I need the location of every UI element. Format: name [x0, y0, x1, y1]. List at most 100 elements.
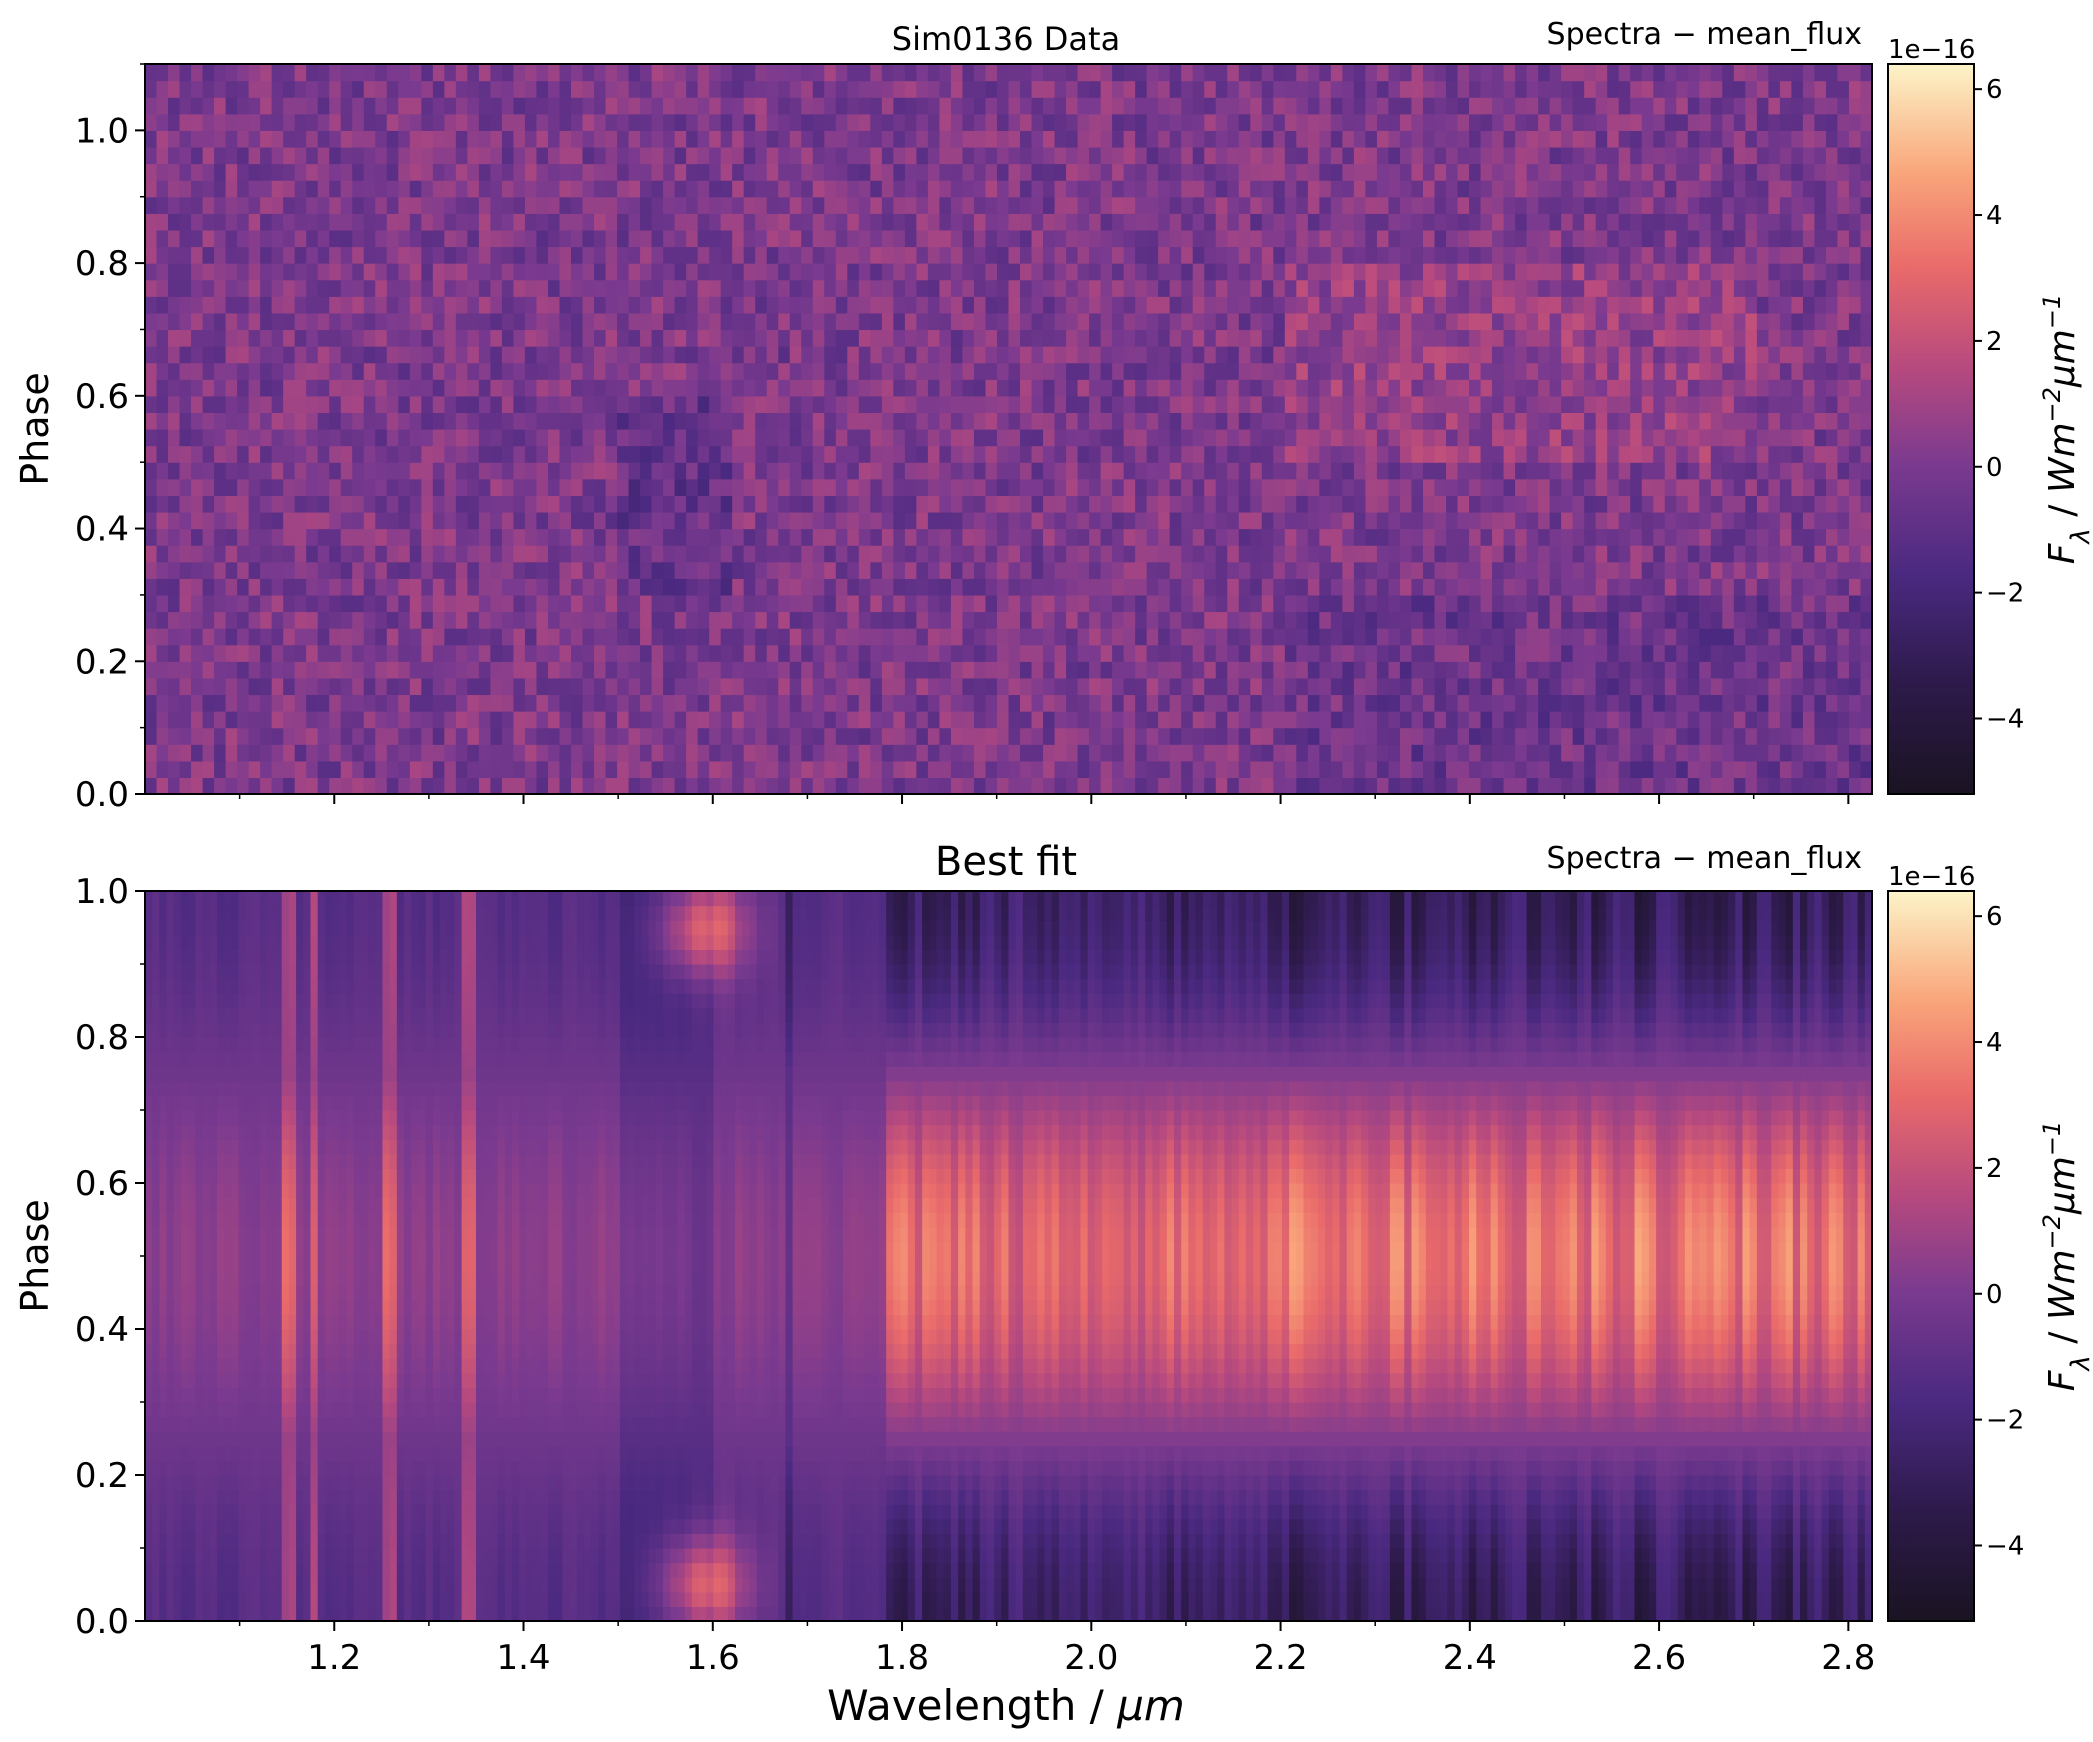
heatmap-cell: [156, 229, 169, 248]
heatmap-cell: [260, 64, 273, 82]
heatmap-cell: [582, 561, 595, 579]
heatmap-cell: [559, 611, 572, 629]
heatmap-cell: [697, 511, 710, 530]
heatmap-cell: [778, 462, 791, 480]
heatmap-cell: [582, 362, 595, 380]
heatmap-cell: [594, 329, 607, 347]
heatmap-cell: [478, 594, 491, 613]
heatmap-cell: [237, 312, 250, 331]
heatmap-cell: [294, 213, 307, 231]
heatmap-cell: [1054, 478, 1067, 496]
heatmap-cell: [1250, 229, 1263, 248]
heatmap-cell: [870, 495, 883, 513]
heatmap-cell: [1158, 64, 1171, 82]
heatmap-cell: [1261, 412, 1274, 430]
heatmap-cell: [260, 429, 273, 447]
heatmap-cell: [501, 644, 515, 662]
heatmap-cell: [524, 429, 538, 447]
heatmap-cell: [329, 130, 342, 148]
heatmap-cell: [467, 196, 480, 214]
heatmap-cell: [559, 329, 572, 347]
heatmap-cell: [1031, 528, 1044, 546]
heatmap-cell: [709, 412, 722, 430]
heatmap-cell: [1089, 661, 1102, 679]
heatmap-cell: [1319, 229, 1332, 248]
heatmap-cell: [778, 163, 791, 181]
heatmap-cell: [594, 561, 607, 579]
heatmap-cell: [1422, 462, 1436, 480]
heatmap-cell: [697, 213, 710, 231]
heatmap-cell: [524, 97, 538, 115]
heatmap-cell: [720, 246, 733, 264]
heatmap-cell: [962, 279, 975, 297]
heatmap-cell: [536, 677, 549, 696]
heatmap-cell: [1238, 594, 1251, 613]
heatmap-cell: [547, 445, 561, 463]
heatmap-cell: [1399, 213, 1413, 231]
heatmap-cell: [1250, 578, 1263, 596]
heatmap-cell: [617, 611, 630, 629]
heatmap-cell: [755, 628, 768, 646]
heatmap-cell: [1388, 478, 1401, 496]
heatmap-cell: [962, 727, 975, 745]
heatmap-cell: [1020, 561, 1033, 579]
heatmap-cell: [697, 329, 710, 347]
heatmap-cell: [375, 163, 388, 181]
heatmap-cell: [317, 64, 330, 82]
heatmap-cell: [628, 777, 641, 795]
heatmap-cell: [950, 711, 964, 729]
heatmap-cell: [490, 346, 503, 364]
heatmap-cell: [191, 777, 204, 795]
heatmap-cell: [1227, 462, 1240, 480]
heatmap-cell: [1112, 495, 1125, 513]
heatmap-cell: [973, 545, 987, 563]
heatmap-cell: [1388, 545, 1401, 563]
heatmap-cell: [962, 495, 975, 513]
heatmap-cell: [1215, 395, 1228, 414]
heatmap-cell: [1353, 113, 1367, 131]
heatmap-cell: [686, 760, 699, 779]
heatmap-cell: [1388, 644, 1401, 662]
heatmap-cell: [847, 296, 860, 314]
heatmap-cell: [1399, 578, 1413, 596]
heatmap-cell: [271, 113, 284, 131]
heatmap-cell: [939, 346, 952, 364]
heatmap-cell: [1388, 528, 1401, 546]
heatmap-cell: [1307, 661, 1320, 679]
heatmap-cell: [617, 561, 630, 579]
heatmap-cell: [709, 628, 722, 646]
heatmap-cell: [1319, 412, 1332, 430]
heatmap-cell: [1353, 296, 1367, 314]
heatmap-cell: [1008, 130, 1021, 148]
heatmap-cell: [1399, 429, 1413, 447]
heatmap-cell: [317, 296, 330, 314]
heatmap-cell: [1250, 97, 1263, 115]
heatmap-cell: [1031, 445, 1044, 463]
heatmap-cell: [398, 412, 411, 430]
heatmap-cell: [755, 561, 768, 579]
heatmap-cell: [340, 113, 353, 131]
heatmap-cell: [501, 180, 515, 198]
heatmap-cell: [1135, 495, 1148, 513]
heatmap-cell: [260, 213, 273, 231]
heatmap-cell: [1411, 462, 1424, 480]
heatmap-cell: [1043, 296, 1056, 314]
heatmap-cell: [1123, 594, 1136, 613]
heatmap-cell: [916, 495, 929, 513]
heatmap-cell: [501, 263, 515, 281]
heatmap-cell: [271, 744, 284, 762]
heatmap-cell: [1215, 329, 1228, 347]
heatmap-cell: [1089, 462, 1102, 480]
heatmap-cell: [421, 80, 434, 98]
heatmap-cell: [778, 246, 791, 264]
heatmap-cell: [663, 146, 676, 165]
heatmap-cell: [156, 346, 169, 364]
heatmap-cell: [1399, 545, 1413, 563]
heatmap-cell: [628, 644, 641, 662]
heatmap-cell: [398, 130, 411, 148]
heatmap-cell: [858, 412, 871, 430]
heatmap-cell: [1296, 64, 1309, 82]
heatmap-cell: [306, 594, 319, 613]
heatmap-cell: [835, 213, 848, 231]
heatmap-cell: [732, 279, 745, 297]
